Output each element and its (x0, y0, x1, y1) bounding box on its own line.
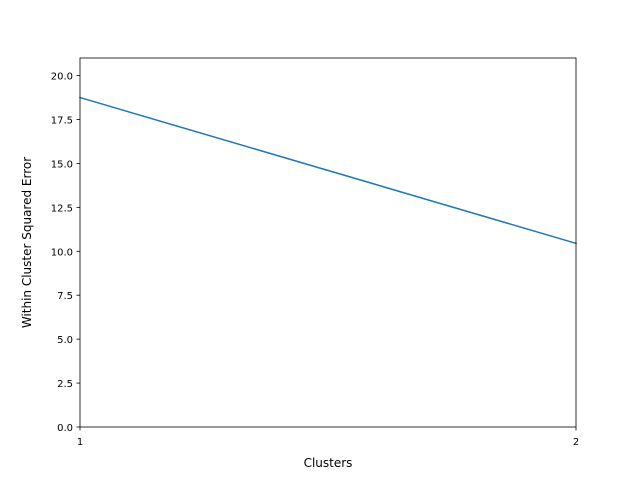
y-tick-label: 12.5 (51, 203, 73, 214)
y-tick-label: 7.5 (57, 291, 73, 302)
y-tick-label: 20.0 (51, 72, 73, 83)
y-tick-label: 10.0 (51, 247, 73, 258)
y-tick-label: 15.0 (51, 159, 73, 170)
y-axis-label: Within Cluster Squared Error (20, 157, 34, 328)
plot-area (80, 58, 576, 427)
series-group (79, 96, 577, 245)
x-axis-label: Clusters (304, 456, 353, 470)
x-tick-label: 2 (573, 437, 579, 448)
y-tick-label: 17.5 (51, 116, 73, 127)
x-tick-label: 1 (77, 437, 83, 448)
plot-frame (79, 57, 577, 428)
y-tick-label: 2.5 (57, 379, 73, 390)
y-tick-label: 0.0 (57, 423, 73, 434)
y-tick-label: 5.0 (57, 335, 73, 346)
y-axis-ticks: 0.0 2.5 5.0 7.5 10.0 12.5 15.0 17.5 20.0 (51, 72, 80, 434)
series-line-0 (79, 96, 577, 245)
